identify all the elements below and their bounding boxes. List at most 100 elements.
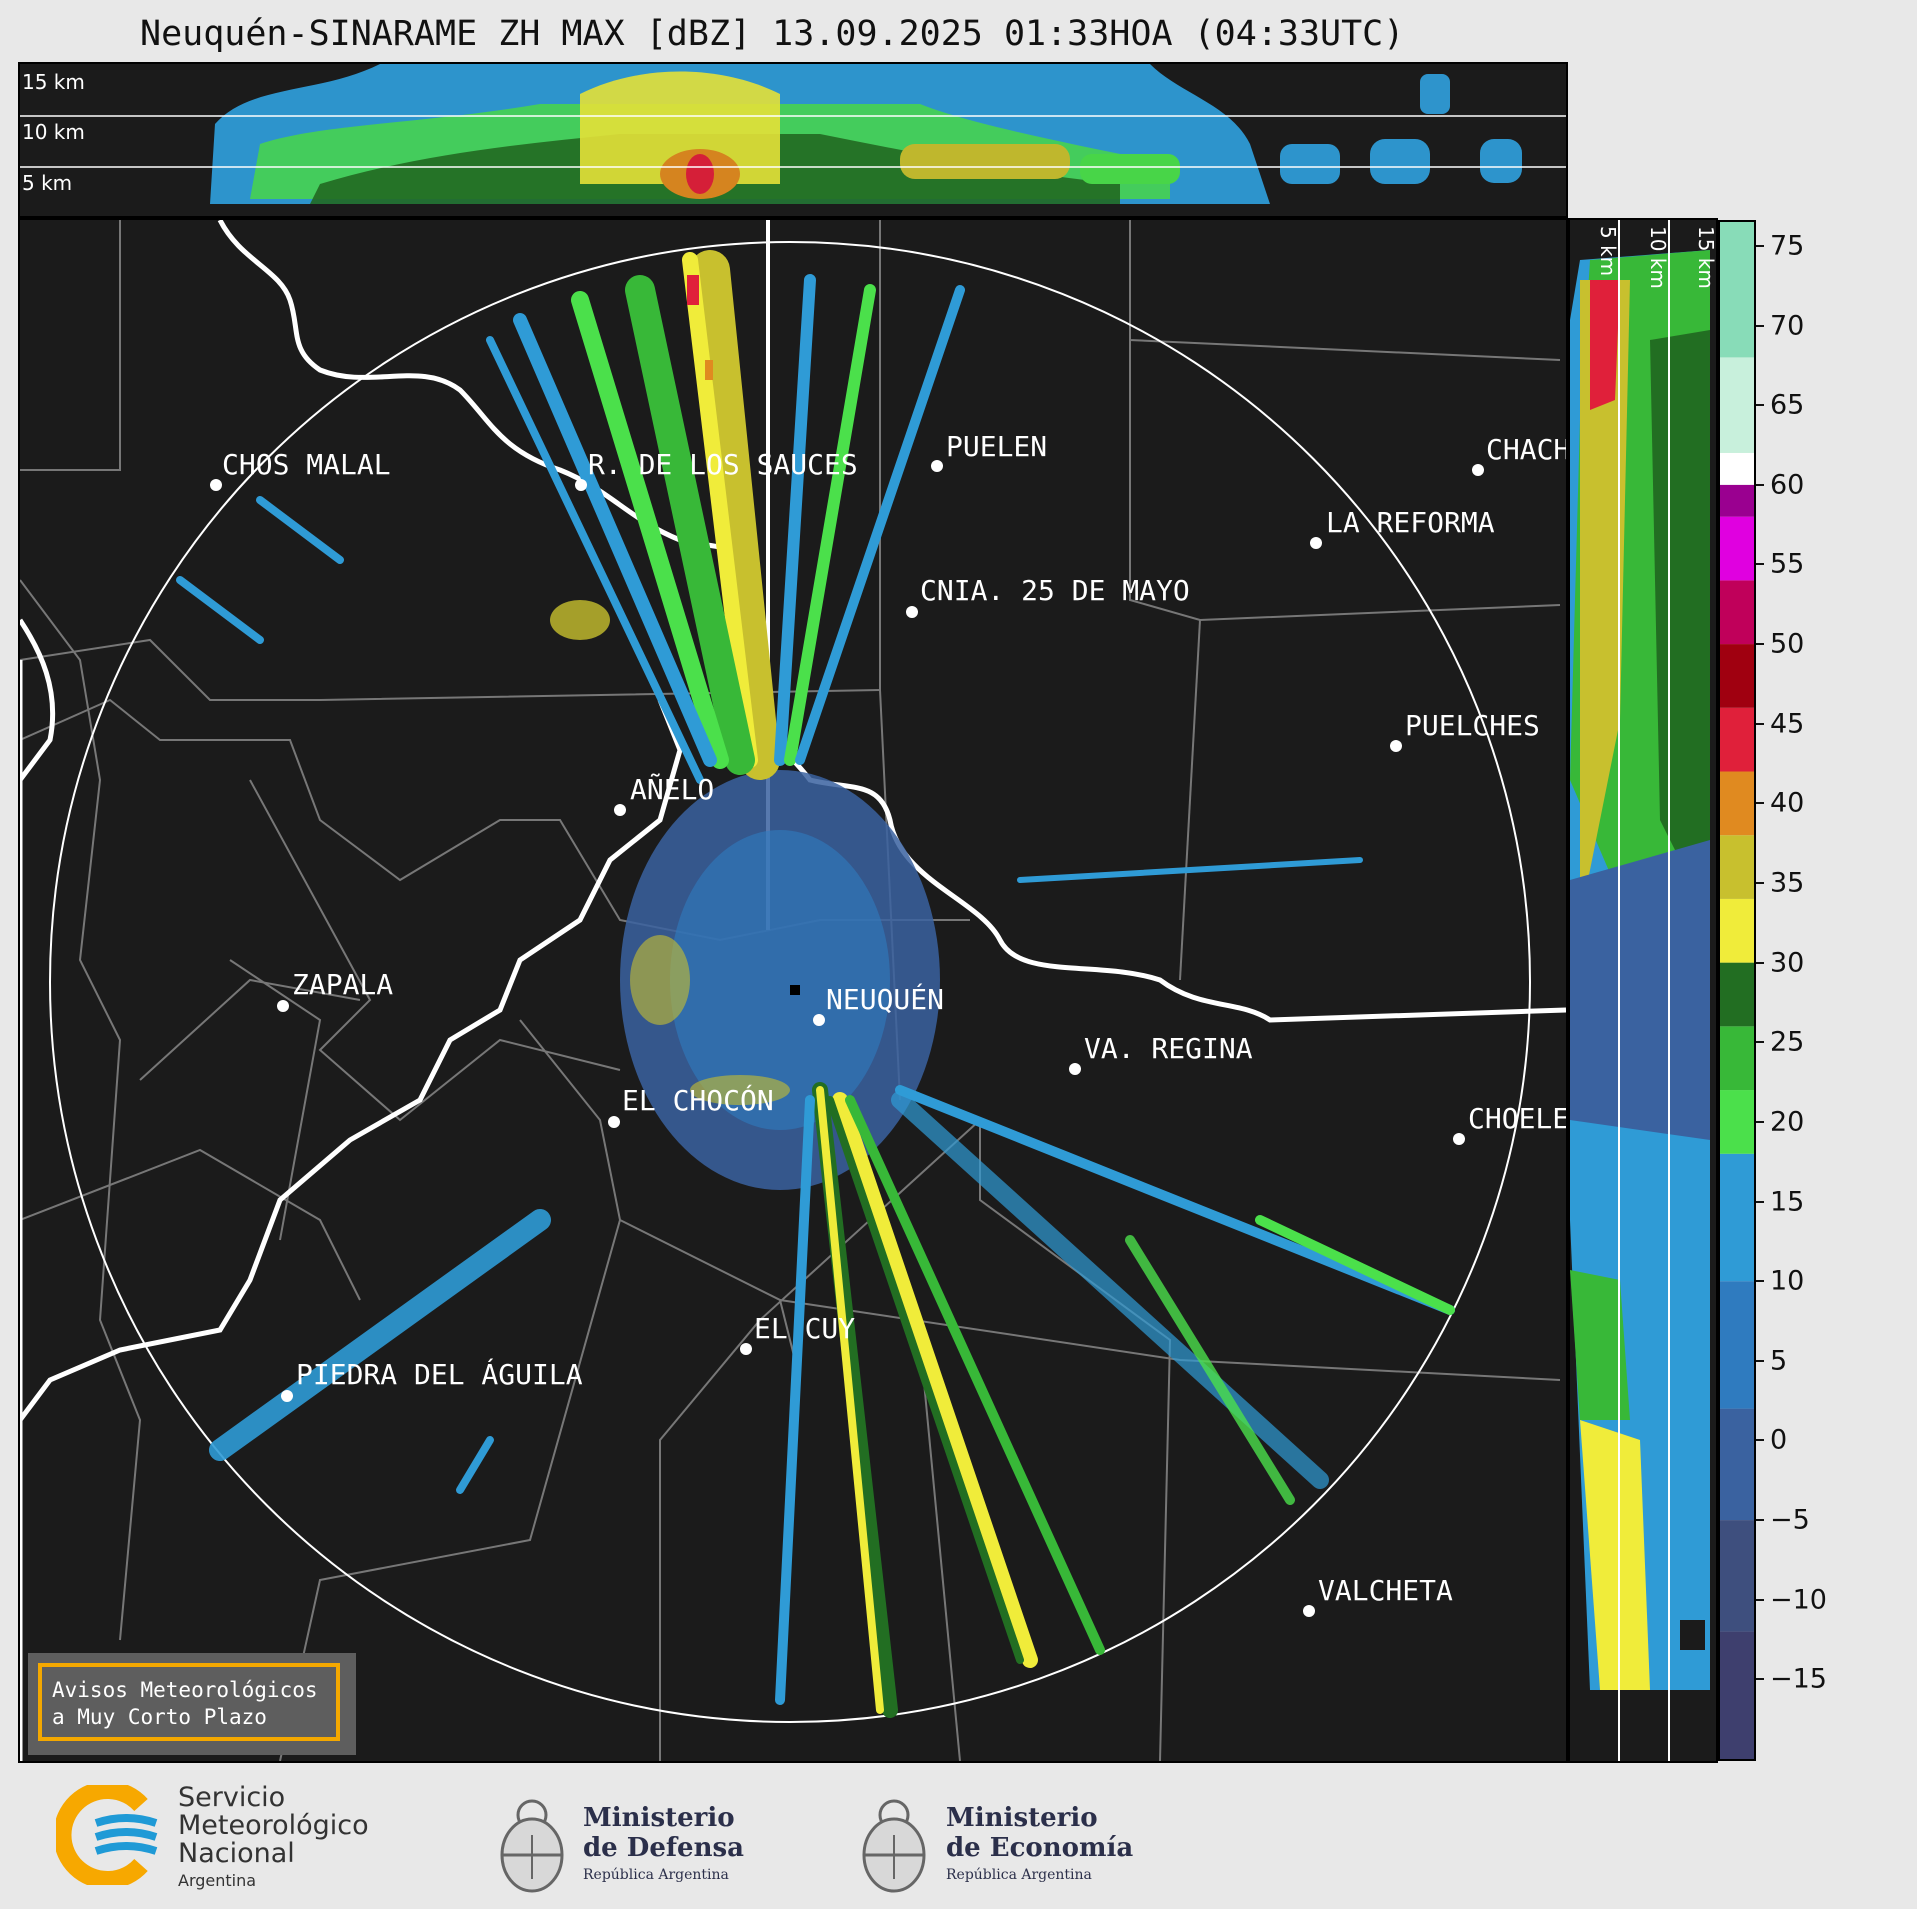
colorbar-tick-mark	[1756, 563, 1764, 566]
colorbar-band	[1720, 1631, 1754, 1759]
colorbar-tick-label: 50	[1770, 628, 1805, 660]
colorbar-tick-label: −10	[1770, 1584, 1827, 1616]
colorbar-tick-mark	[1756, 1280, 1764, 1283]
economia-line-1: Ministerio	[946, 1803, 1098, 1833]
top-level-5km: 5 km	[22, 171, 73, 195]
chart-title: Neuquén-SINARAME ZH MAX [dBZ] 13.09.2025…	[140, 14, 1405, 54]
city-label-puelen: PUELEN	[946, 430, 1048, 463]
economia-name: Ministerio de Economía	[946, 1803, 1133, 1863]
city-dot-el-chocon	[608, 1116, 620, 1128]
colorbar-bands	[1720, 222, 1754, 1759]
radar-map-canvas	[20, 220, 1566, 1761]
colorbar-tick-label: 15	[1770, 1186, 1805, 1218]
defensa-name: Ministerio de Defensa	[583, 1803, 744, 1863]
colorbar-band	[1720, 1520, 1754, 1632]
economia-sub: República Argentina	[946, 1867, 1092, 1883]
colorbar-tick-mark	[1756, 483, 1764, 486]
colorbar-tick-label: 20	[1770, 1106, 1805, 1138]
colorbar-band	[1720, 452, 1754, 485]
footer-logos: Servicio Meteorológico Nacional Argentin…	[0, 1763, 1917, 1909]
city-label-anelo: AÑELO	[630, 773, 715, 806]
city-dot-la-reforma	[1310, 537, 1322, 549]
defensa-line-1: Ministerio	[583, 1803, 735, 1833]
colorbar-tick-mark	[1756, 881, 1764, 884]
colorbar-tick-mark	[1756, 1678, 1764, 1681]
colorbar-band	[1720, 898, 1754, 963]
colorbar-band	[1720, 644, 1754, 708]
colorbar-tick-mark	[1756, 1120, 1764, 1123]
defensa-coat-of-arms-icon	[500, 1799, 564, 1893]
city-label-neuquen: NEUQUÉN	[826, 983, 945, 1016]
radar-site-marker	[790, 985, 800, 995]
city-label-puelches: PUELCHES	[1405, 709, 1540, 742]
city-label-chos-malal: CHOS MALAL	[222, 448, 391, 481]
colorbar-band	[1720, 1090, 1754, 1154]
colorbar-tick-label: 45	[1770, 708, 1805, 740]
radar-echoes	[176, 250, 1455, 1718]
city-label-rincon-de-los-sauces: R. DE LOS SAUCES	[588, 448, 858, 481]
colorbar-tick-label: 25	[1770, 1026, 1805, 1058]
defensa-sub: República Argentina	[583, 1867, 729, 1883]
city-label-choele-choel: CHOELE	[1468, 1102, 1568, 1135]
city-label-piedra-del-aguila: PIEDRA DEL ÁGUILA	[296, 1358, 583, 1391]
city-dot-chos-malal	[210, 479, 222, 491]
city-dot-valcheta	[1303, 1605, 1315, 1617]
colorbar-tick-label: −5	[1770, 1504, 1810, 1536]
colorbar-tick-label: 0	[1770, 1424, 1788, 1456]
range-ring	[49, 241, 1531, 1723]
colorbar-tick-label: 30	[1770, 947, 1805, 979]
colorbar-band	[1720, 516, 1754, 581]
colorbar-tick-label: −15	[1770, 1663, 1827, 1695]
alert-line-2: a Muy Corto Plazo	[52, 1705, 267, 1729]
top-level-10km: 10 km	[22, 120, 85, 144]
smn-line-1: Servicio	[178, 1782, 286, 1813]
city-dot-villa-regina	[1069, 1063, 1081, 1075]
colorbar-band	[1720, 962, 1754, 1027]
colorbar-band	[1720, 771, 1754, 836]
city-dot-rincon-de-los-sauces	[575, 479, 587, 491]
colorbar-band	[1720, 1026, 1754, 1091]
city-dot-puelen	[931, 460, 943, 472]
smn-line-2: Meteorológico	[178, 1810, 369, 1841]
colorbar-tick-mark	[1756, 324, 1764, 327]
city-dot-neuquen	[813, 1014, 825, 1026]
colorbar-tick-mark	[1756, 1041, 1764, 1044]
city-label-valcheta: VALCHETA	[1318, 1574, 1453, 1607]
colorbar-tick-mark	[1756, 722, 1764, 725]
city-label-zapala: ZAPALA	[292, 968, 394, 1001]
colorbar-tick-label: 70	[1770, 310, 1805, 342]
colorbar-band	[1720, 1408, 1754, 1521]
colorbar-tick-label: 55	[1770, 548, 1805, 580]
colorbar-tick-mark	[1756, 1439, 1764, 1442]
colorbar-tick-label: 40	[1770, 787, 1805, 819]
colorbar-tick-label: 35	[1770, 867, 1805, 899]
alert-frame: Avisos Meteorológicos a Muy Corto Plazo	[38, 1663, 340, 1741]
colorbar-band	[1720, 580, 1754, 645]
city-label-chachaharuen: CHACH	[1486, 433, 1568, 466]
smn-line-3: Nacional	[178, 1838, 295, 1869]
smn-name: Servicio Meteorológico Nacional	[178, 1784, 369, 1868]
colorbar-tick-label: 75	[1770, 230, 1805, 262]
city-dot-puelches	[1390, 740, 1402, 752]
colorbar-tick-label: 60	[1770, 469, 1805, 501]
alert-box: Avisos Meteorológicos a Muy Corto Plazo	[28, 1653, 356, 1755]
colorbar-tick-mark	[1756, 1359, 1764, 1362]
city-label-colonia-25-de-mayo: CNIA. 25 DE MAYO	[920, 574, 1190, 607]
city-dot-anelo	[614, 804, 626, 816]
city-dot-chachaharuen	[1472, 464, 1484, 476]
colorbar-tick-label: 65	[1770, 389, 1805, 421]
side-line-5km	[1618, 220, 1620, 1761]
radar-map: CHOS MALAL R. DE LOS SAUCES PUELEN CHACH…	[18, 218, 1568, 1763]
colorbar-band	[1720, 222, 1754, 358]
colorbar-band	[1720, 707, 1754, 772]
side-level-5km: 5 km	[1596, 226, 1620, 277]
city-dot-colonia-25-de-mayo	[906, 606, 918, 618]
colorbar-tick-mark	[1756, 1598, 1764, 1601]
city-label-el-cuy: EL CUY	[754, 1312, 856, 1345]
colorbar-tick-mark	[1756, 802, 1764, 805]
colorbar-band	[1720, 357, 1754, 453]
side-level-10km: 10 km	[1646, 226, 1670, 289]
top-echo-field	[20, 64, 1566, 216]
colorbar	[1718, 220, 1756, 1761]
top-level-15km: 15 km	[22, 70, 85, 94]
